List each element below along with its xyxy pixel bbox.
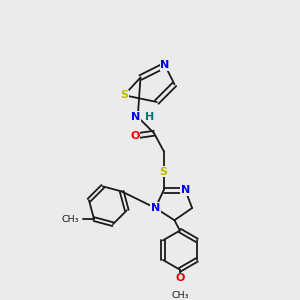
Text: N: N: [131, 112, 140, 122]
Text: S: S: [160, 167, 168, 177]
Text: H: H: [145, 112, 154, 122]
Text: N: N: [160, 60, 170, 70]
Text: N: N: [151, 203, 160, 213]
Text: O: O: [175, 273, 184, 284]
Text: N: N: [181, 185, 190, 195]
Text: O: O: [130, 131, 140, 141]
Text: CH₃: CH₃: [61, 214, 79, 224]
Text: S: S: [120, 90, 128, 100]
Text: CH₃: CH₃: [171, 291, 189, 300]
